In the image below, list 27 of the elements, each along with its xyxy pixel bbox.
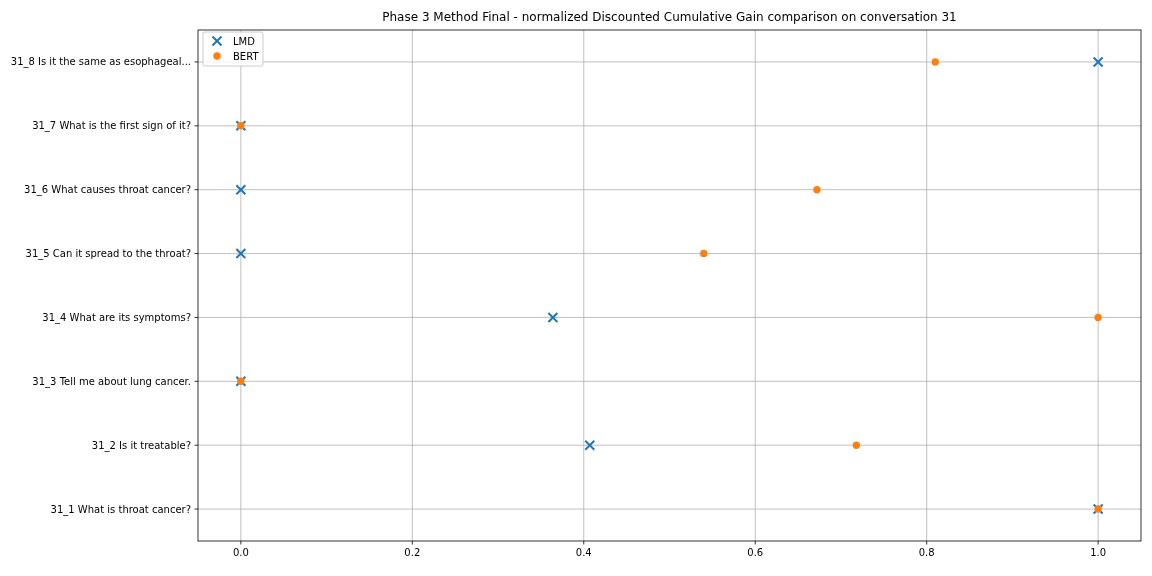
y-tick-label: 31_2 Is it treatable?	[91, 439, 191, 452]
y-tick-label: 31_4 What are its symptoms?	[42, 311, 191, 324]
chart-title: Phase 3 Method Final - normalized Discounted Cumulative Gain comparison on conversation 31	[382, 10, 957, 24]
y-tick-label: 31_1 What is throat cancer?	[50, 503, 191, 516]
point	[1092, 56, 1104, 68]
x-tick-label: 0.4	[575, 547, 592, 558]
point	[931, 58, 939, 66]
point	[547, 311, 559, 323]
y-tick-label: 31_3 Tell me about lung cancer.	[32, 375, 191, 388]
x-tick-label: 0.8	[918, 547, 935, 558]
point	[852, 441, 861, 449]
x-tick-label: 0.6	[747, 547, 764, 558]
point	[700, 249, 708, 258]
legend-label: LMD	[233, 35, 256, 47]
point	[1094, 313, 1102, 322]
y-tick-label: 31_5 Can it spread to the throat?	[25, 248, 191, 261]
x-tick-label: 1.0	[1090, 547, 1107, 558]
point	[235, 184, 247, 196]
point	[235, 248, 247, 260]
y-tick-label: 31_8 Is it the same as esophageal...	[10, 56, 191, 69]
point	[584, 439, 596, 451]
y-tick-label: 31_6 What causes throat cancer?	[24, 184, 191, 197]
x-tick-label: 0.0	[232, 547, 249, 558]
point	[813, 185, 821, 194]
legend-label: BERT	[233, 50, 260, 62]
x-tick-label: 0.2	[404, 547, 421, 558]
y-tick-label: 31_7 What is the first sign of it?	[32, 120, 191, 133]
